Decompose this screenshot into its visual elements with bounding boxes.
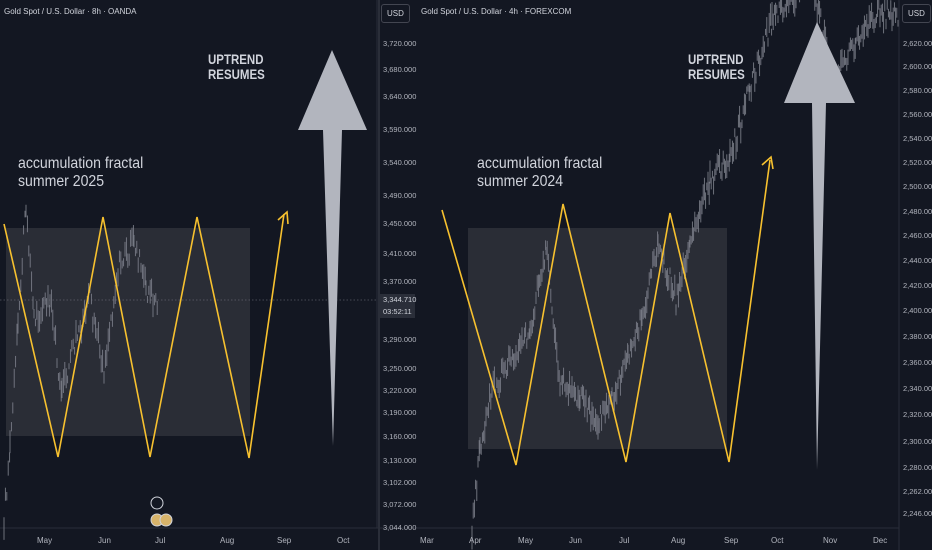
price-tick: 3,290.000 xyxy=(383,335,417,344)
price-tick: 3,490.000 xyxy=(383,191,417,200)
uptrend-arrow xyxy=(298,50,367,446)
price-tick: 3,680.000 xyxy=(383,65,417,74)
right-chart-panel[interactable]: Gold Spot / U.S. Dollar · 4h · FOREXCOM … xyxy=(380,0,932,550)
zigzag-arrowhead xyxy=(277,210,289,225)
price-tick: 3,370.000 xyxy=(383,277,417,286)
price-tick: 3,450.000 xyxy=(383,219,417,228)
time-tick: Oct xyxy=(337,536,350,545)
price-tick: 3,540.000 xyxy=(383,158,417,167)
left-chart-canvas[interactable] xyxy=(0,0,378,550)
left-chart-panel[interactable]: Gold Spot / U.S. Dollar · 8h · OANDA UPT… xyxy=(0,0,378,550)
price-tick: 3,720.000 xyxy=(383,39,417,48)
time-tick: May xyxy=(518,536,534,545)
price-tick: 3,044.000 xyxy=(383,523,417,532)
currency-button[interactable]: USD xyxy=(902,4,931,23)
time-tick: Sep xyxy=(724,536,739,545)
symbol-title[interactable]: Gold Spot / U.S. Dollar · 8h · OANDA xyxy=(4,7,137,16)
time-tick: Apr xyxy=(469,536,482,545)
price-tick: 2,620.000 xyxy=(903,39,932,48)
price-tick: 3,160.000 xyxy=(383,432,417,441)
time-tick: Jul xyxy=(155,536,166,545)
price-tick: 2,500.000 xyxy=(903,182,932,191)
time-tick: Aug xyxy=(220,536,235,545)
current-price-tag: 3,344.710 xyxy=(380,294,416,306)
event-icon xyxy=(159,513,173,527)
price-tick: 3,190.000 xyxy=(383,408,417,417)
uptrend-arrow xyxy=(784,22,855,470)
countdown-tag: 03:52:11 xyxy=(380,306,415,318)
time-tick: Aug xyxy=(671,536,686,545)
price-tick: 2,262.000 xyxy=(903,487,932,496)
price-tick: 2,300.000 xyxy=(903,437,932,446)
time-axis[interactable]: May Jun Jul Aug Sep Oct xyxy=(0,530,378,550)
price-tick: 2,440.000 xyxy=(903,256,932,265)
price-tick: 2,380.000 xyxy=(903,332,932,341)
price-tick: 2,360.000 xyxy=(903,358,932,367)
time-tick: Jun xyxy=(569,536,582,545)
time-tick: Dec xyxy=(873,536,888,545)
time-tick: Sep xyxy=(277,536,292,545)
uptrend-label: UPTREND RESUMES xyxy=(688,51,745,82)
currency-button[interactable]: USD xyxy=(381,4,410,23)
price-tick: 2,580.000 xyxy=(903,86,932,95)
price-tick: 2,480.000 xyxy=(903,207,932,216)
symbol-title[interactable]: Gold Spot / U.S. Dollar · 4h · FOREXCOM xyxy=(421,7,572,16)
time-tick: May xyxy=(37,536,53,545)
price-tick: 2,340.000 xyxy=(903,384,932,393)
price-tick: 3,072.000 xyxy=(383,500,417,509)
fractal-label: accumulation fractal summer 2025 xyxy=(18,155,144,190)
price-tick: 3,102.000 xyxy=(383,478,417,487)
price-tick: 2,600.000 xyxy=(903,62,932,71)
price-tick: 3,640.000 xyxy=(383,92,417,101)
time-axis[interactable]: Mar Apr May Jun Jul Aug Sep Oct Nov Dec xyxy=(380,530,899,550)
pane-divider[interactable] xyxy=(378,0,380,550)
price-tick: 2,460.000 xyxy=(903,231,932,240)
time-tick: Jul xyxy=(619,536,630,545)
accumulation-box xyxy=(468,228,727,449)
right-chart-canvas[interactable] xyxy=(380,0,932,550)
price-tick: 3,590.000 xyxy=(383,125,417,134)
fractal-label: accumulation fractal summer 2024 xyxy=(477,155,603,190)
fractal-zigzag xyxy=(3,213,285,459)
price-tick: 2,560.000 xyxy=(903,110,932,119)
price-tick: 2,320.000 xyxy=(903,410,932,419)
price-tick: 3,410.000 xyxy=(383,249,417,258)
event-icon xyxy=(150,496,164,510)
time-tick: Mar xyxy=(420,536,434,545)
price-tick: 3,250.000 xyxy=(383,364,417,373)
time-tick: Oct xyxy=(771,536,784,545)
price-candles xyxy=(3,204,158,540)
price-tick: 2,400.000 xyxy=(903,306,932,315)
price-tick: 3,220.000 xyxy=(383,386,417,395)
price-tick: 2,246.000 xyxy=(903,509,932,518)
price-tick: 2,280.000 xyxy=(903,463,932,472)
price-tick: 2,420.000 xyxy=(903,281,932,290)
uptrend-label: UPTREND RESUMES xyxy=(208,51,265,82)
price-tick: 2,540.000 xyxy=(903,134,932,143)
price-tick: 2,520.000 xyxy=(903,158,932,167)
price-tick: 3,130.000 xyxy=(383,456,417,465)
fractal-zigzag xyxy=(441,159,771,466)
time-tick: Nov xyxy=(823,536,838,545)
zigzag-arrowhead xyxy=(761,155,774,170)
time-tick: Jun xyxy=(98,536,111,545)
